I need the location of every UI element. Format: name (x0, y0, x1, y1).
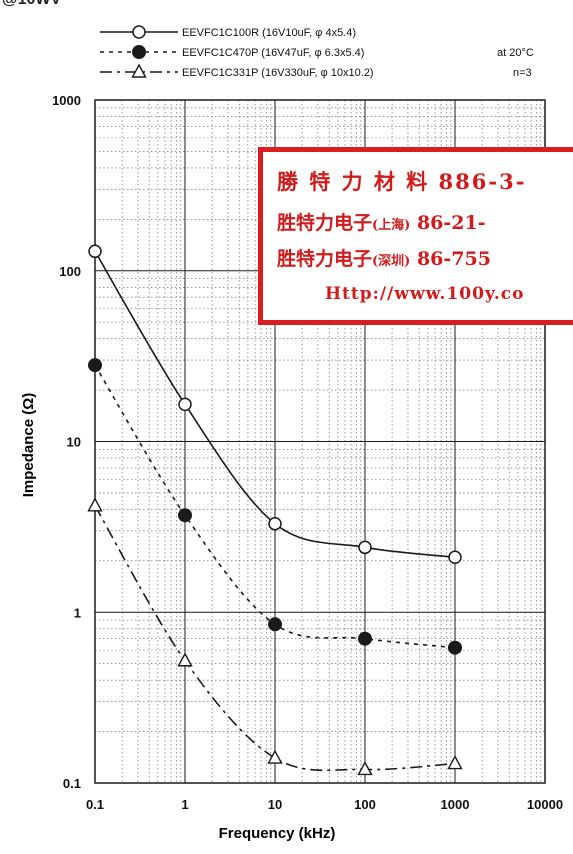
watermark-line-3: 胜特力电子(深圳) 86-755 (277, 244, 491, 271)
legend-note-temperature: at 20°C (497, 47, 534, 59)
watermark-line-4: Http://www.100y.co (325, 284, 525, 304)
legend-label: EEVFC1C470P (16V47uF, φ 6.3x5.4) (182, 47, 364, 59)
series-1 (88, 244, 462, 564)
watermark-line-2-main: 胜特力电子 (277, 212, 373, 234)
x-tick-label: 10 (268, 797, 282, 812)
x-tick-label: 0.1 (86, 797, 104, 812)
plot-frame (94, 99, 546, 784)
data-point-marker (88, 358, 102, 373)
header-fragment: @10WV (2, 0, 61, 9)
data-point-marker (87, 497, 103, 512)
series-2 (88, 358, 462, 655)
data-point-marker (132, 45, 146, 59)
data-point-marker (358, 631, 372, 646)
legend-entry-1: EEVFC1C100R (16V10uF, φ 4x5.4) (100, 25, 356, 39)
data-point-marker (447, 755, 463, 770)
data-point-marker (448, 640, 462, 655)
data-point-marker (268, 516, 282, 531)
data-point-marker (178, 508, 192, 523)
watermark-line-2-number: 86-21- (410, 212, 486, 234)
series-line (94, 250, 456, 559)
data-point-marker (132, 25, 146, 39)
series-line (94, 364, 456, 649)
y-tick-label: 0.1 (63, 776, 81, 791)
data-point-marker (268, 617, 282, 632)
series-3 (87, 497, 463, 776)
legend-entry-3: EEVFC1C331P (16V330uF, φ 10x10.2) (100, 63, 374, 79)
watermark-line-2: 胜特力电子(上海) 86-21- (277, 208, 486, 235)
y-tick-label: 1 (74, 605, 81, 620)
series-layer (87, 244, 463, 776)
watermark-line-2-location: (上海) (372, 218, 411, 233)
y-tick-label: 10 (67, 435, 81, 450)
legend-note-sample-count: n=3 (513, 67, 532, 79)
legend-label: EEVFC1C100R (16V10uF, φ 4x5.4) (182, 27, 356, 39)
data-point-marker (358, 540, 372, 555)
x-tick-label: 10000 (527, 797, 563, 812)
y-tick-labels: 1000 100 10 1 0.1 (52, 93, 81, 791)
y-axis-label: Impedance (Ω) (20, 393, 37, 498)
watermark-line-3-main: 胜特力电子 (277, 248, 373, 270)
data-point-marker (448, 550, 462, 564)
x-tick-label: 1000 (441, 797, 470, 812)
x-tick-label: 100 (354, 797, 376, 812)
data-point-marker (131, 63, 147, 78)
legend: EEVFC1C100R (16V10uF, φ 4x5.4) EEVFC1C470… (100, 25, 534, 79)
x-tick-labels: 0.1 1 10 100 1000 10000 (86, 797, 563, 812)
watermark-line-3-location: (深圳) (372, 254, 411, 269)
x-tick-label: 1 (181, 797, 188, 812)
data-point-marker (178, 397, 192, 412)
data-point-marker (177, 652, 193, 667)
watermark-line-1: 勝 特 力 材 料 886-3- (277, 169, 527, 194)
legend-label: EEVFC1C331P (16V330uF, φ 10x10.2) (182, 67, 374, 79)
series-line (94, 505, 456, 772)
y-tick-label: 100 (59, 264, 81, 279)
watermark-box: 勝 特 力 材 料 886-3- 胜特力电子(上海) 86-21- 胜特力电子(… (258, 147, 573, 325)
data-point-marker (267, 749, 283, 764)
y-tick-label: 1000 (52, 93, 81, 108)
data-point-marker (88, 244, 102, 259)
data-point-marker (357, 761, 373, 776)
legend-entry-2: EEVFC1C470P (16V47uF, φ 6.3x5.4) (100, 45, 364, 59)
x-axis-label: Frequency (kHz) (219, 825, 336, 842)
watermark-line-3-number: 86-755 (410, 248, 491, 270)
